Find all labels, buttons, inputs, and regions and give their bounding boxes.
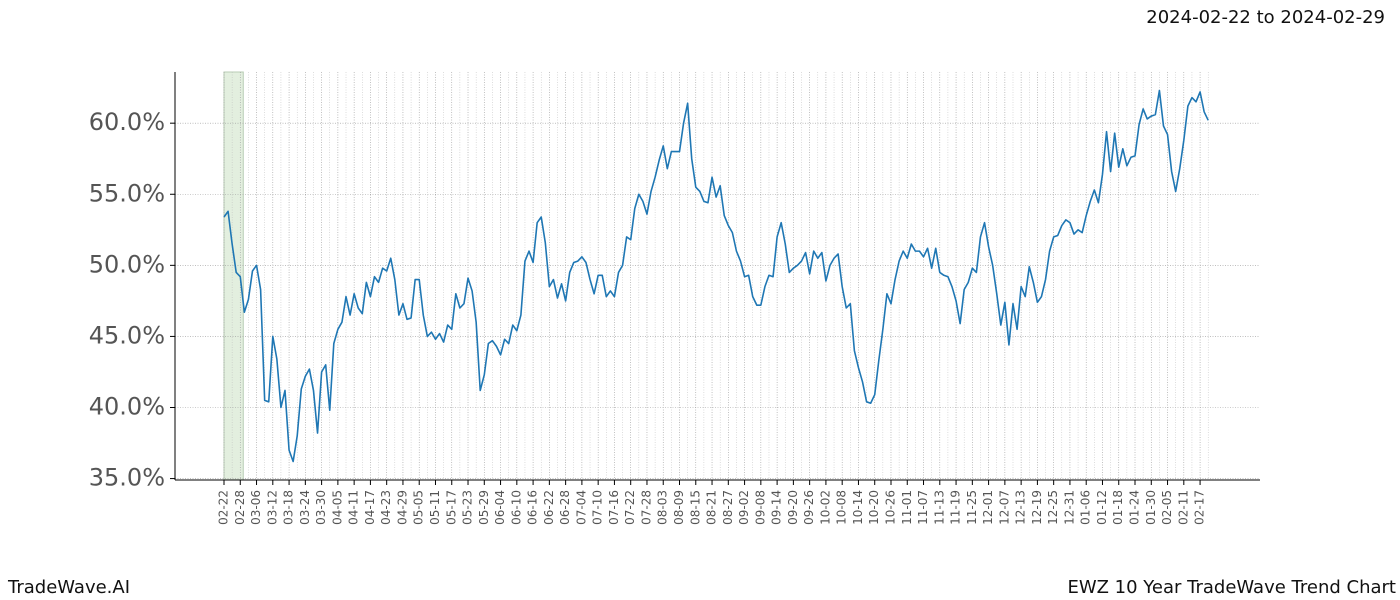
x-tick-label: 04-11 (347, 490, 361, 525)
y-tick-label: 40.0% (89, 392, 165, 420)
x-tick-label: 12-25 (1046, 490, 1060, 525)
x-tick-label: 10-14 (851, 490, 865, 525)
x-tick-label: 05-17 (444, 490, 458, 525)
x-tick-label: 10-08 (835, 490, 849, 525)
y-tick-label: 35.0% (89, 464, 165, 492)
x-tick-label: 12-19 (1030, 490, 1044, 525)
x-tick-label: 11-25 (965, 490, 979, 525)
x-tick-label: 01-30 (1144, 490, 1158, 525)
x-tick-label: 06-22 (542, 490, 556, 525)
x-tick-label: 11-13 (932, 490, 946, 525)
x-tick-label: 04-05 (330, 490, 344, 525)
x-tick-label: 08-15 (688, 490, 702, 525)
x-tick-label: 11-19 (949, 490, 963, 525)
x-tick-label: 05-29 (477, 490, 491, 525)
x-tick-label: 08-27 (721, 490, 735, 525)
x-tick-label: 03-24 (298, 490, 312, 525)
x-tick-label: 07-28 (639, 490, 653, 525)
y-tick-label: 45.0% (89, 321, 165, 349)
x-tick-label: 07-04 (574, 490, 588, 525)
x-tick-label: 08-03 (656, 490, 670, 525)
x-tick-label: 08-21 (705, 490, 719, 525)
brand: TradeWave.AI (7, 577, 130, 598)
x-tick-label: 05-23 (461, 490, 475, 525)
x-tick-label: 05-11 (428, 490, 442, 525)
y-tick-label: 55.0% (89, 179, 165, 207)
x-tick-label: 01-06 (1079, 490, 1093, 525)
x-tick-label: 04-17 (363, 490, 377, 525)
x-tick-label: 06-16 (526, 490, 540, 525)
trend-line (223, 89, 1209, 463)
y-tick-label: 50.0% (89, 250, 165, 278)
x-tick-label: 04-29 (395, 490, 409, 525)
x-tick-label: 03-18 (282, 490, 296, 525)
x-tick-label: 09-26 (802, 490, 816, 525)
x-tick-label: 01-24 (1128, 490, 1142, 525)
x-tick-label: 03-06 (249, 490, 263, 525)
x-tick-label: 02-05 (1160, 490, 1174, 525)
x-tick-label: 01-12 (1095, 490, 1109, 525)
x-tick-label: 03-12 (265, 490, 279, 525)
x-tick-label: 06-04 (493, 490, 507, 525)
x-tick-label: 07-10 (591, 490, 605, 525)
x-tick-label: 05-05 (412, 490, 426, 525)
x-tick-label: 12-13 (1014, 490, 1028, 525)
y-tick-label: 60.0% (89, 108, 165, 136)
x-tick-label: 02-11 (1176, 490, 1190, 525)
x-tick-label: 06-28 (558, 490, 572, 525)
x-tick-label: 10-02 (818, 490, 832, 525)
x-tick-label: 10-26 (883, 490, 897, 525)
x-tick-label: 04-23 (379, 490, 393, 525)
x-tick-label: 03-30 (314, 490, 328, 525)
x-tick-label: 06-10 (509, 490, 523, 525)
x-tick-label: 02-28 (233, 490, 247, 525)
date-range: 2024-02-22 to 2024-02-29 (1146, 7, 1385, 28)
x-tick-label: 12-31 (1062, 490, 1076, 525)
x-tick-label: 08-09 (672, 490, 686, 525)
x-tick-label: 09-08 (753, 490, 767, 525)
x-tick-label: 09-20 (786, 490, 800, 525)
x-tick-label: 01-18 (1111, 490, 1125, 525)
x-tick-label: 09-02 (737, 490, 751, 525)
x-tick-label: 07-16 (607, 490, 621, 525)
x-tick-label: 02-22 (217, 490, 231, 525)
x-tick-label: 09-14 (770, 490, 784, 525)
x-tick-label: 12-01 (981, 490, 995, 525)
x-tick-label: 12-07 (997, 490, 1011, 525)
x-tick-label: 11-01 (900, 490, 914, 525)
x-tick-label: 11-07 (916, 490, 930, 525)
x-tick-label: 07-22 (623, 490, 637, 525)
x-tick-label: 02-17 (1193, 490, 1207, 525)
chart-caption: EWZ 10 Year TradeWave Trend Chart (1067, 577, 1396, 598)
x-tick-label: 10-20 (867, 490, 881, 525)
